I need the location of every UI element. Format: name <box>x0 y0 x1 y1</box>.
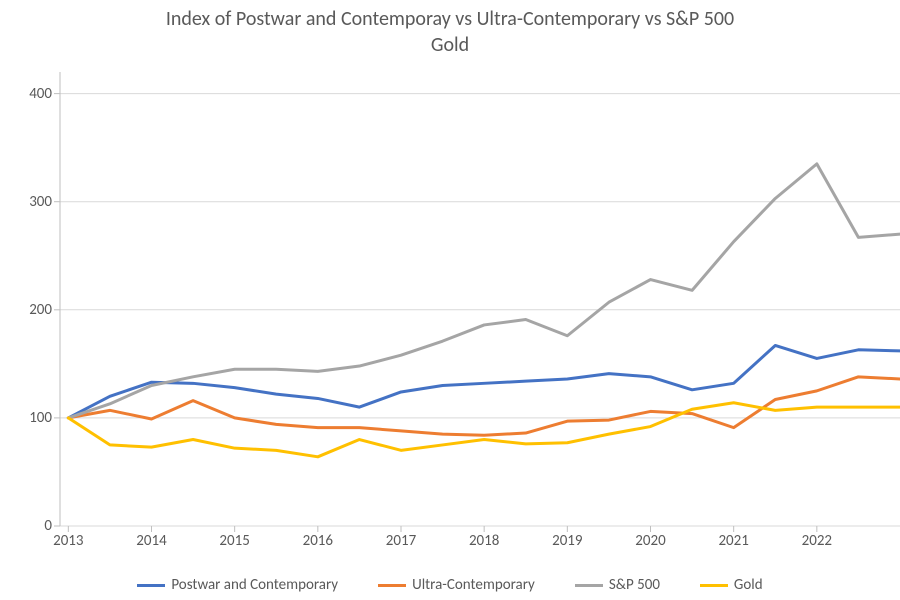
chart-title: Index of Postwar and Contemporay vs Ultr… <box>0 6 900 58</box>
legend-label: Postwar and Contemporary <box>171 576 338 594</box>
xtick-label: 2021 <box>718 526 748 550</box>
legend-item-gold: Gold <box>700 576 763 594</box>
legend-item-postwar-and-contemporary: Postwar and Contemporary <box>137 576 338 594</box>
legend-swatch <box>378 584 406 587</box>
xtick-label: 2022 <box>802 526 832 550</box>
xtick-label: 2017 <box>386 526 416 550</box>
series-postwar-and-contemporary <box>68 345 900 417</box>
ytick-label: 300 <box>29 193 60 211</box>
legend-label: Ultra-Contemporary <box>412 576 535 594</box>
xtick-label: 2018 <box>469 526 499 550</box>
chart-legend: Postwar and Contemporary Ultra-Contempora… <box>0 576 900 594</box>
series-gold <box>68 403 900 457</box>
legend-swatch <box>137 584 165 587</box>
legend-label: S&P 500 <box>609 576 660 594</box>
chart-title-line2: Gold <box>0 32 900 58</box>
xtick-label: 2015 <box>219 526 249 550</box>
xtick-label: 2014 <box>136 526 166 550</box>
legend-swatch <box>700 584 728 587</box>
ytick-label: 400 <box>29 85 60 103</box>
series-ultra-contemporary <box>68 377 900 435</box>
legend-item-ultra-contemporary: Ultra-Contemporary <box>378 576 535 594</box>
ytick-label: 200 <box>29 301 60 319</box>
legend-label: Gold <box>734 576 763 594</box>
ytick-label: 100 <box>29 409 60 427</box>
legend-item-s-p-500: S&P 500 <box>575 576 660 594</box>
xtick-label: 2019 <box>552 526 582 550</box>
chart-container: Index of Postwar and Contemporay vs Ultr… <box>0 0 900 600</box>
chart-title-line1: Index of Postwar and Contemporay vs Ultr… <box>0 6 900 32</box>
plot-svg <box>60 72 900 526</box>
xtick-label: 2020 <box>635 526 665 550</box>
plot-area: 0100200300400201320142015201620172018201… <box>60 72 900 526</box>
legend-swatch <box>575 584 603 587</box>
xtick-label: 2013 <box>53 526 83 550</box>
xtick-label: 2016 <box>303 526 333 550</box>
